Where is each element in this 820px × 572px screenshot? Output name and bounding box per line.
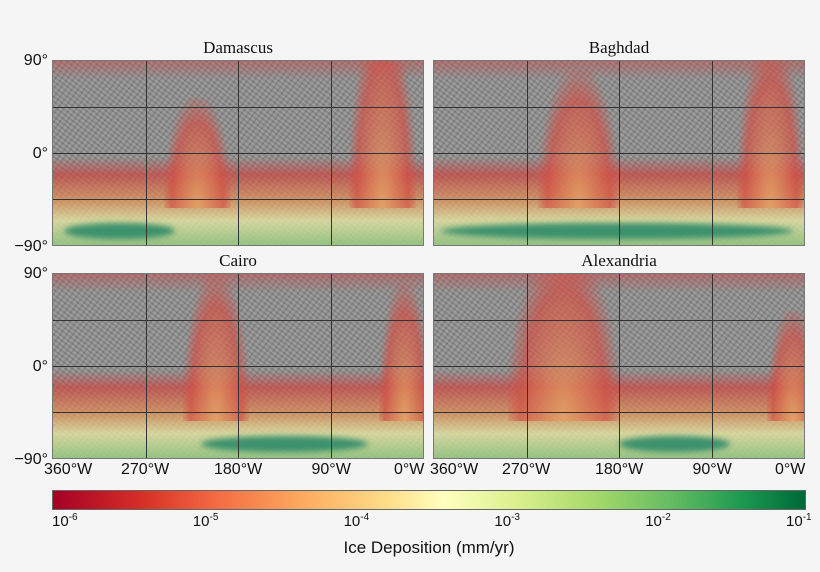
deposition-lobe (737, 61, 804, 209)
y-tick-label: 0° (32, 358, 48, 375)
deposition-lobe (182, 274, 250, 422)
gridline (434, 153, 804, 154)
tick-exponent: -3 (511, 512, 520, 523)
colorbar-tick-label: 10-2 (645, 512, 671, 530)
tick-base: 10 (786, 513, 803, 530)
gridline (53, 320, 423, 321)
colorbar-tick-label: 10-1 (786, 512, 812, 530)
gridline (434, 366, 804, 367)
deposition-max (201, 435, 368, 453)
map-panel (433, 273, 805, 459)
panel-title: Baghdad (588, 38, 650, 57)
colorbar-tick-label: 10-3 (494, 512, 520, 530)
gridline (434, 320, 804, 321)
gridline (53, 153, 423, 154)
x-tick-label: 0°W (775, 461, 806, 478)
map-panel (52, 273, 424, 459)
colorbar-tick-label: 10-6 (52, 512, 78, 530)
map-panel (433, 60, 805, 246)
tick-base: 10 (192, 513, 210, 530)
x-tick-label: 270°W (121, 461, 170, 478)
tick-exponent: -5 (209, 512, 219, 523)
gridline (53, 199, 423, 200)
gridline (434, 199, 804, 200)
y-tick-label: 0° (32, 145, 48, 162)
deposition-lobe (537, 70, 619, 209)
colorbar-tick-label: 10-4 (344, 512, 370, 530)
y-tick-label: 90° (23, 52, 48, 69)
tick-exponent: -6 (68, 512, 78, 523)
x-tick-label: 270°W (502, 461, 551, 478)
colorbar-tick-label: 10-5 (193, 512, 219, 530)
deposition-max (441, 222, 793, 240)
colorbar (52, 490, 806, 510)
tick-base: 10 (343, 513, 361, 530)
map-panel (52, 60, 424, 246)
gridline (53, 107, 423, 108)
tick-exponent: -4 (360, 512, 370, 523)
deposition-max (64, 222, 176, 240)
tick-base: 10 (494, 513, 512, 530)
deposition-lobe (349, 61, 416, 209)
deposition-lobe (378, 283, 423, 422)
x-tick-label: 180°W (214, 461, 263, 478)
y-tick-label: 90° (23, 265, 48, 282)
x-tick-label: 90°W (311, 461, 351, 478)
gridline (53, 366, 423, 367)
colorbar-label: Ice Deposition (mm/yr) (343, 538, 515, 557)
y-tick-label: −90° (14, 451, 48, 468)
x-tick-label: 180°W (595, 461, 644, 478)
tick-exponent: -1 (802, 512, 812, 523)
x-tick-label: 360°W (430, 461, 479, 478)
panel-title: Cairo (219, 251, 257, 270)
tick-base: 10 (52, 513, 69, 530)
gridline (434, 107, 804, 108)
panel-title: Alexandria (581, 251, 657, 270)
x-tick-label: 360°W (44, 461, 93, 478)
tick-base: 10 (645, 513, 662, 530)
deposition-lobe (508, 274, 619, 422)
y-tick-label: −90° (14, 238, 48, 255)
x-tick-label: 90°W (692, 461, 732, 478)
gridline (53, 412, 423, 413)
x-tick-label: 0°W (394, 461, 425, 478)
deposition-max (619, 435, 730, 453)
tick-exponent: -2 (661, 512, 671, 523)
panel-title: Damascus (203, 38, 273, 57)
gridline (434, 412, 804, 413)
